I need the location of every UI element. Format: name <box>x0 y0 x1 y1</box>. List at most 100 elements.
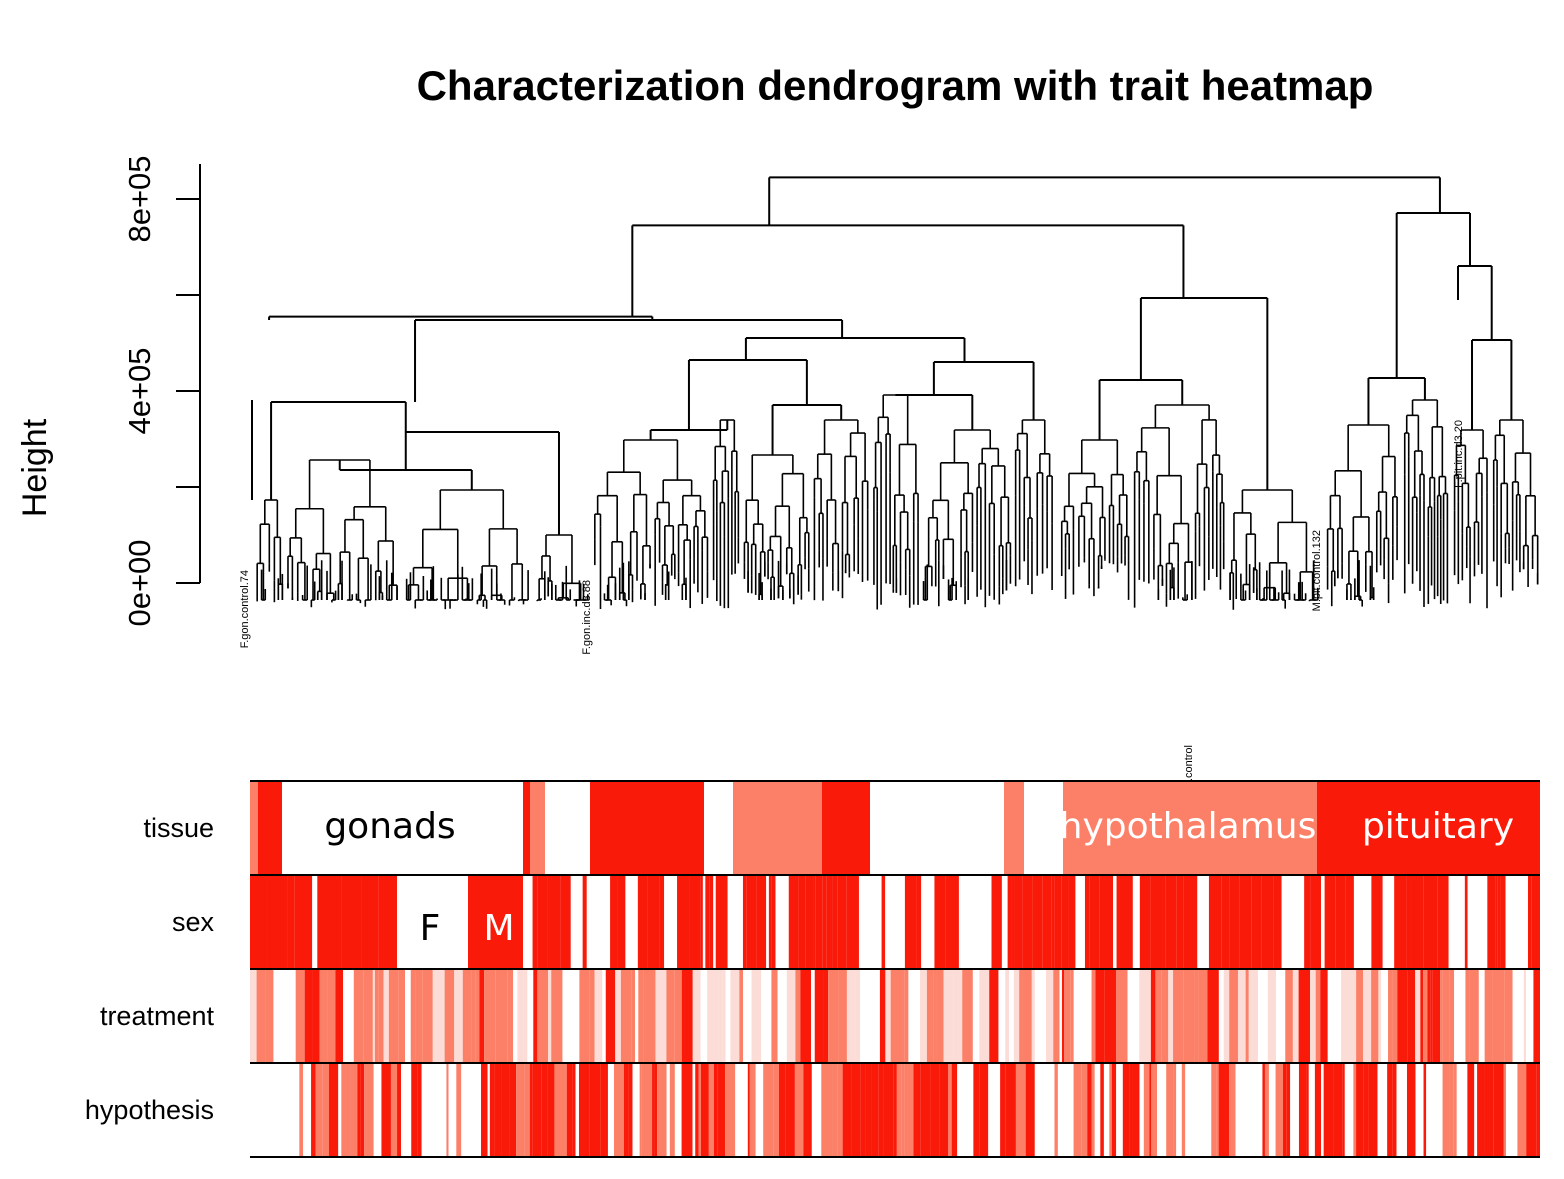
trait-cell <box>1314 1063 1322 1157</box>
trait-cell <box>878 1063 884 1157</box>
trait-cell <box>602 969 606 1063</box>
trait-cell <box>742 875 747 969</box>
trait-cell <box>1526 1063 1537 1157</box>
trait-cell <box>1019 969 1023 1063</box>
trait-cell <box>948 1063 952 1157</box>
trait-cell <box>997 1063 1001 1157</box>
trait-cell <box>623 1063 629 1157</box>
trait-cell <box>600 1063 608 1157</box>
trait-cell <box>1281 875 1294 969</box>
trait-cell <box>304 969 313 1063</box>
trait-cell <box>1363 1063 1369 1157</box>
trait-cell <box>1484 1063 1494 1157</box>
trait-cell <box>964 875 978 969</box>
trait-cell <box>517 969 524 1063</box>
trait-cell <box>1081 1063 1088 1157</box>
trait-cell <box>1500 875 1506 969</box>
trait-cell <box>1015 1063 1026 1157</box>
trait-cell <box>1162 875 1166 969</box>
trait-cell <box>341 1063 351 1157</box>
trait-cell <box>1442 1063 1450 1157</box>
trait-cell <box>1392 969 1398 1063</box>
trait-cell <box>1045 1063 1055 1157</box>
trait-cell <box>1211 1063 1217 1157</box>
trait-cell <box>1484 969 1493 1063</box>
trait-cell <box>763 1063 774 1157</box>
trait-cell <box>250 875 267 969</box>
trait-cell <box>1315 969 1321 1063</box>
trait-cell <box>1388 969 1393 1063</box>
trait-cell <box>299 1063 304 1157</box>
trait-cell <box>991 1063 998 1157</box>
trait-cell <box>654 1063 658 1157</box>
trait-cell <box>1173 969 1184 1063</box>
tissue-cell <box>530 781 545 875</box>
trait-cell <box>1132 1063 1140 1157</box>
trait-cell <box>991 875 1002 969</box>
trait-cell <box>936 969 940 1063</box>
trait-cell <box>1239 875 1252 969</box>
trait-cell <box>374 969 379 1063</box>
trait-cell <box>378 875 397 969</box>
trait-cell <box>822 875 827 969</box>
trait-cell <box>1368 1063 1378 1157</box>
trait-cell <box>1091 1063 1095 1157</box>
trait-cell <box>398 969 406 1063</box>
trait-cell <box>357 1063 361 1157</box>
trait-cell <box>1454 969 1466 1063</box>
trait-cell <box>794 1063 804 1157</box>
trait-cell <box>1492 969 1505 1063</box>
trait-cell <box>303 1063 312 1157</box>
trait-cell <box>989 969 999 1063</box>
trait-cell <box>870 969 880 1063</box>
trait-cell <box>740 875 743 969</box>
trait-cell <box>1360 875 1372 969</box>
trait-cell <box>1216 1063 1219 1157</box>
trait-cell <box>860 1063 866 1157</box>
trait-cell <box>951 1063 958 1157</box>
trait-cell <box>639 1063 642 1157</box>
trait-cell <box>826 875 833 969</box>
trait-cell <box>312 875 318 969</box>
trait-cell <box>1517 1063 1527 1157</box>
trait-cell <box>381 1063 391 1157</box>
trait-cell <box>364 1063 374 1157</box>
trait-cell <box>1251 1063 1263 1157</box>
trait-cell <box>1139 969 1151 1063</box>
trait-cell <box>1406 875 1411 969</box>
trait-cell <box>560 875 571 969</box>
trait-cell <box>613 1063 624 1157</box>
trait-cell <box>722 969 726 1063</box>
trait-cell <box>1166 1063 1174 1157</box>
trait-cell <box>705 875 710 969</box>
trait-cell <box>1353 1063 1357 1157</box>
trait-cell <box>1122 1063 1130 1157</box>
trait-cell <box>1432 1063 1443 1157</box>
trait-cell <box>1084 875 1090 969</box>
trait-cell <box>1426 1063 1433 1157</box>
trait-cell <box>383 969 389 1063</box>
trait-cell <box>1298 1063 1307 1157</box>
trait-cell <box>415 969 423 1063</box>
trait-cell <box>554 1063 565 1157</box>
trait-cell <box>319 969 328 1063</box>
trait-cell <box>507 969 514 1063</box>
trait-annotation: pituitary <box>1362 806 1514 847</box>
trait-cell <box>1469 969 1479 1063</box>
trait-cell <box>527 969 534 1063</box>
trait-cell <box>283 969 296 1063</box>
y-axis-title: Height <box>16 418 54 517</box>
trait-cell <box>725 1063 736 1157</box>
trait-cell <box>1183 969 1195 1063</box>
trait-cell <box>811 969 815 1063</box>
trait-cell <box>484 969 496 1063</box>
trait-cell <box>698 1063 702 1157</box>
tissue-cell <box>250 781 258 875</box>
trait-cell <box>641 1063 653 1157</box>
trait-cell <box>360 1063 365 1157</box>
tissue-cell <box>258 781 282 875</box>
trait-cell <box>692 1063 696 1157</box>
trait-annotation: M <box>483 908 514 949</box>
trait-cell <box>1320 969 1328 1063</box>
trait-cell <box>564 1063 567 1157</box>
